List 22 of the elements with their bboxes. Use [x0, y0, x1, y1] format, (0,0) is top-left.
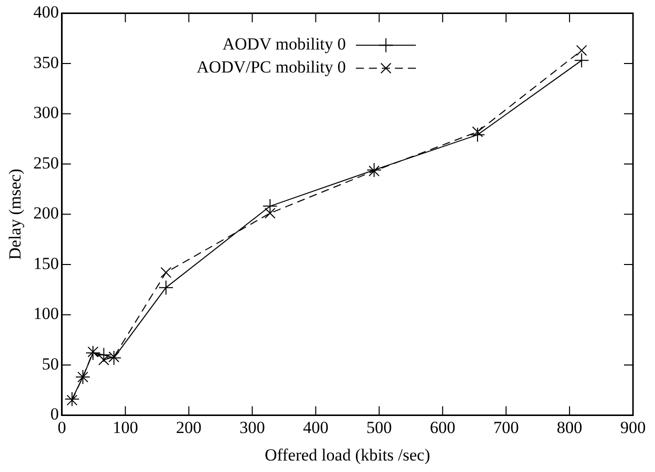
legend-label: AODV mobility 0: [222, 34, 346, 54]
x-axis-title: Offered load (kbits /sec): [264, 445, 430, 464]
y-tick-label: 200: [33, 204, 59, 223]
x-tick-label: 600: [430, 418, 456, 437]
y-tick-label: 400: [33, 2, 59, 22]
x-tick-label: 700: [493, 418, 519, 437]
y-axis-title: Delay (msec): [6, 168, 25, 260]
y-tick-label: 250: [33, 153, 59, 172]
y-tick-label: 300: [33, 103, 59, 122]
x-tick-label: 300: [240, 418, 266, 437]
y-tick-label: 350: [33, 52, 59, 72]
y-tick-label: 100: [33, 304, 59, 324]
x-tick-label: 900: [620, 418, 646, 437]
x-tick-label: 200: [176, 418, 202, 437]
y-tick-label: 150: [33, 254, 59, 273]
x-tick-label: 400: [302, 418, 328, 437]
legend-label: AODV/PC mobility 0: [196, 58, 346, 77]
x-tick-label: 500: [366, 418, 392, 437]
x-tick-label: 800: [556, 418, 582, 437]
x-tick-label: 100: [112, 418, 138, 437]
y-tick-label: 50: [42, 354, 59, 374]
y-tick-label: 0: [50, 404, 59, 424]
